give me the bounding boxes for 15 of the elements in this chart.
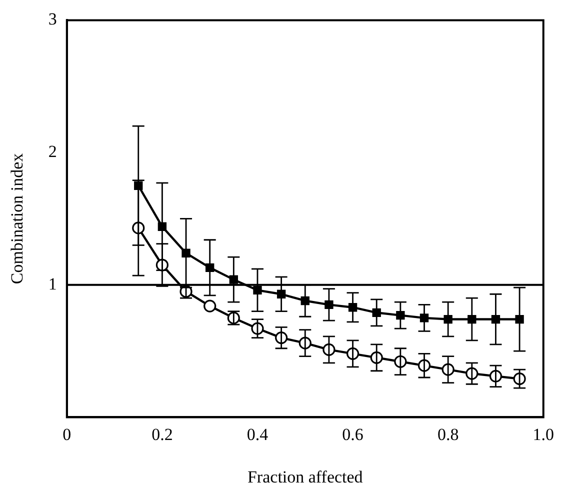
y-tick-label: 1 xyxy=(48,274,57,294)
point xyxy=(253,286,262,294)
y-tick-label: 3 xyxy=(48,10,57,29)
x-tick-label: 0.4 xyxy=(246,424,269,444)
x-axis-title: Fraction affected xyxy=(247,467,364,486)
y-axis-title: Combination index xyxy=(8,152,27,284)
point xyxy=(324,300,334,310)
x-tick-label: 0 xyxy=(62,424,72,444)
x-tick-label: 1.0 xyxy=(532,424,554,444)
x-tick-label: 0.8 xyxy=(437,424,459,444)
x-tick-label: 0.6 xyxy=(342,424,364,444)
y-tick-label: 2 xyxy=(48,142,57,161)
point xyxy=(204,300,216,312)
x-tick-label: 0.2 xyxy=(152,424,173,444)
point xyxy=(182,248,190,258)
